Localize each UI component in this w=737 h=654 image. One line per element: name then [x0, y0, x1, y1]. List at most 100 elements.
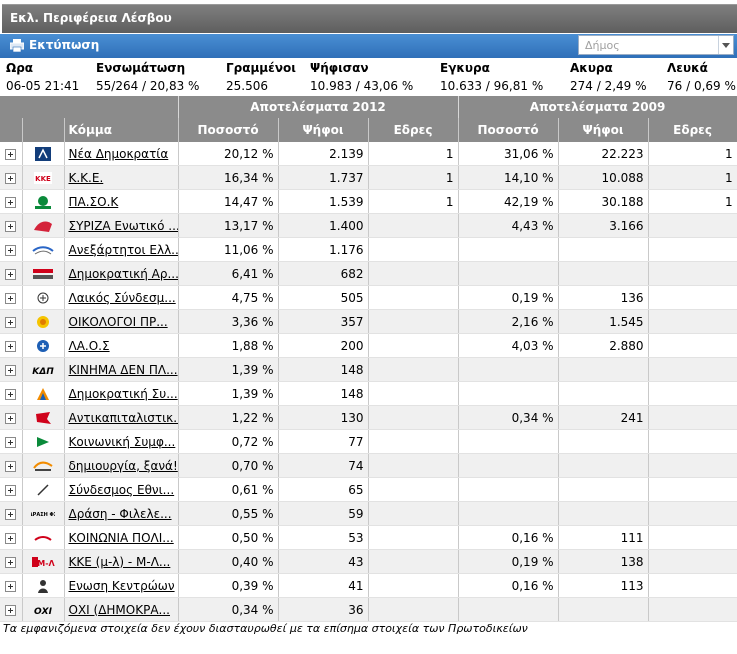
col-header-pct-2012[interactable]: Ποσοστό [178, 118, 279, 142]
chevron-down-icon[interactable] [718, 36, 733, 54]
party-link[interactable]: Ενωση Κεντρώων [68, 578, 175, 593]
party-link[interactable]: ΚΙΝΗΜΑ ΔΕΝ ΠΛ... [68, 362, 178, 377]
expand-cell[interactable] [0, 453, 23, 478]
party-link[interactable]: Σύνδεσμος Εθνι... [68, 482, 175, 497]
expand-plus-icon[interactable] [5, 292, 17, 304]
party-link[interactable]: ΟΙΚΟΛΟΓΟΙ ΠΡ... [68, 314, 168, 329]
expand-cell[interactable] [0, 597, 23, 622]
party-name-cell[interactable]: ΚΟΙΝΩΝΙΑ ΠΟΛΙ... [64, 525, 179, 550]
expand-plus-icon[interactable] [5, 364, 17, 376]
municipality-select[interactable]: Δήμος [578, 35, 734, 55]
expand-cell[interactable] [0, 189, 23, 214]
expand-cell[interactable] [0, 405, 23, 430]
expand-plus-icon[interactable] [5, 556, 17, 568]
party-link[interactable]: Δράση - Φιλελε... [68, 506, 172, 521]
expand-cell[interactable] [0, 142, 23, 166]
table-row: Αντικαπιταλιστικ... 1,22 % 130 0,34 % 241 [0, 405, 737, 430]
party-name-cell[interactable]: ΣΥΡΙΖΑ Ενωτικό ... [64, 213, 179, 238]
party-link[interactable]: Νέα Δημοκρατία [68, 146, 169, 161]
party-link[interactable]: ΣΥΡΙΖΑ Ενωτικό ... [68, 218, 179, 233]
expand-plus-icon[interactable] [5, 484, 17, 496]
expand-cell[interactable] [0, 525, 23, 550]
expand-plus-icon[interactable] [5, 532, 17, 544]
pct-2009-cell [458, 477, 559, 502]
stat-value-integration: 55/264 / 20,83 % [96, 79, 200, 93]
col-header-seats-2012[interactable]: Εδρες [368, 118, 459, 142]
col-header-votes-2012[interactable]: Ψήφοι [278, 118, 369, 142]
expand-cell[interactable] [0, 357, 23, 382]
party-link[interactable]: ΚΟΙΝΩΝΙΑ ΠΟΛΙ... [68, 530, 174, 545]
expand-plus-icon[interactable] [5, 172, 17, 184]
party-name-cell[interactable]: Δημοκρατική Αρ... [64, 261, 179, 286]
expand-cell[interactable] [0, 573, 23, 598]
table-row: δημιουργία, ξανά! 0,70 % 74 [0, 453, 737, 478]
party-name-cell[interactable]: ΟΙΚΟΛΟΓΟΙ ΠΡ... [64, 309, 179, 334]
party-link[interactable]: ΟΧΙ (ΔΗΜΟΚΡΑ... [68, 602, 171, 617]
print-button[interactable]: Εκτύπωση [29, 38, 100, 52]
table-row: Σύνδεσμος Εθνι... 0,61 % 65 [0, 477, 737, 502]
party-link[interactable]: Ανεξάρτητοι Ελλ... [68, 242, 179, 257]
expand-cell[interactable] [0, 285, 23, 310]
party-name-cell[interactable]: ΠΑ.ΣΟ.Κ [64, 189, 179, 214]
expand-plus-icon[interactable] [5, 148, 17, 160]
party-link[interactable]: Δημοκρατική Συ... [68, 386, 178, 401]
col-header-party[interactable]: Κόμμα [64, 118, 179, 142]
party-link[interactable]: ΠΑ.ΣΟ.Κ [68, 194, 119, 209]
expand-plus-icon[interactable] [5, 196, 17, 208]
expand-plus-icon[interactable] [5, 220, 17, 232]
expand-plus-icon[interactable] [5, 604, 17, 616]
expand-cell[interactable] [0, 477, 23, 502]
party-name-cell[interactable]: ΚΙΝΗΜΑ ΔΕΝ ΠΛ... [64, 357, 179, 382]
party-link[interactable]: ΚΚΕ (μ-λ) - Μ-Λ... [68, 554, 171, 569]
expand-cell[interactable] [0, 429, 23, 454]
party-name-cell[interactable]: Νέα Δημοκρατία [64, 142, 179, 166]
party-name-cell[interactable]: ΛΑ.Ο.Σ [64, 333, 179, 358]
party-name-cell[interactable]: Κοινωνική Συμφ... [64, 429, 179, 454]
expand-cell[interactable] [0, 261, 23, 286]
expand-cell[interactable] [0, 333, 23, 358]
municipality-select-placeholder: Δήμος [585, 39, 620, 52]
expand-plus-icon[interactable] [5, 244, 17, 256]
expand-cell[interactable] [0, 549, 23, 574]
party-name-cell[interactable]: Ανεξάρτητοι Ελλ... [64, 237, 179, 262]
party-name-cell[interactable]: Σύνδεσμος Εθνι... [64, 477, 179, 502]
col-header-seats-2009[interactable]: Εδρες [648, 118, 737, 142]
expand-plus-icon[interactable] [5, 316, 17, 328]
party-name-cell[interactable]: Ενωση Κεντρώων [64, 573, 179, 598]
party-link[interactable]: Κ.Κ.Ε. [68, 170, 104, 185]
party-link[interactable]: Αντικαπιταλιστικ... [68, 410, 179, 425]
party-link[interactable]: Κοινωνική Συμφ... [68, 434, 176, 449]
expand-plus-icon[interactable] [5, 412, 17, 424]
expand-cell[interactable] [0, 213, 23, 238]
party-link[interactable]: δημιουργία, ξανά! [68, 458, 178, 473]
expand-plus-icon[interactable] [5, 388, 17, 400]
party-link[interactable]: ΛΑ.Ο.Σ [68, 338, 110, 353]
expand-plus-icon[interactable] [5, 436, 17, 448]
party-name-cell[interactable]: δημιουργία, ξανά! [64, 453, 179, 478]
party-name-cell[interactable]: Αντικαπιταλιστικ... [64, 405, 179, 430]
expand-plus-icon[interactable] [5, 580, 17, 592]
party-link[interactable]: Δημοκρατική Αρ... [68, 266, 179, 281]
party-name-cell[interactable]: Λαικός Σύνδεσμ... [64, 285, 179, 310]
expand-plus-icon[interactable] [5, 508, 17, 520]
col-header-pct-2009[interactable]: Ποσοστό [458, 118, 559, 142]
seats-2012-cell [368, 285, 459, 310]
expand-cell[interactable] [0, 237, 23, 262]
party-name-cell[interactable]: Δράση - Φιλελε... [64, 501, 179, 526]
expand-plus-icon[interactable] [5, 268, 17, 280]
col-header-votes-2009[interactable]: Ψήφοι [558, 118, 649, 142]
expand-cell[interactable] [0, 165, 23, 190]
expand-plus-icon[interactable] [5, 460, 17, 472]
expand-cell[interactable] [0, 501, 23, 526]
party-name-cell[interactable]: Δημοκρατική Συ... [64, 381, 179, 406]
party-name-cell[interactable]: ΟΧΙ (ΔΗΜΟΚΡΑ... [64, 597, 179, 622]
expand-plus-icon[interactable] [5, 340, 17, 352]
expand-cell[interactable] [0, 381, 23, 406]
print-icon[interactable] [10, 39, 24, 52]
party-name-cell[interactable]: ΚΚΕ (μ-λ) - Μ-Λ... [64, 549, 179, 574]
party-link[interactable]: Λαικός Σύνδεσμ... [68, 290, 176, 305]
expand-cell[interactable] [0, 309, 23, 334]
votes-2012-cell: 200 [278, 333, 369, 358]
pct-2012-cell: 6,41 % [178, 261, 279, 286]
party-name-cell[interactable]: Κ.Κ.Ε. [64, 165, 179, 190]
